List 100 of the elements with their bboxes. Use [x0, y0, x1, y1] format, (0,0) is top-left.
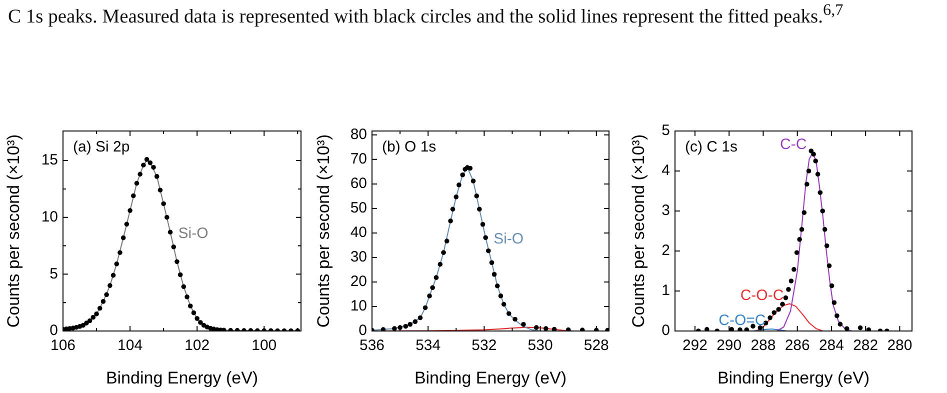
point — [460, 172, 465, 178]
point — [512, 316, 518, 322]
point — [418, 315, 423, 320]
point — [534, 325, 539, 330]
point — [829, 283, 834, 288]
point — [144, 157, 150, 162]
x-tick-label: 536 — [359, 337, 385, 354]
point — [818, 190, 823, 195]
point — [492, 272, 497, 277]
point — [494, 284, 500, 288]
point — [704, 327, 710, 331]
point — [521, 322, 526, 327]
point — [772, 310, 777, 315]
y-tick-label: 3 — [662, 202, 670, 220]
series-label: Si-O — [178, 225, 208, 242]
point — [552, 326, 557, 331]
point — [783, 295, 788, 300]
point — [738, 327, 742, 331]
point — [128, 208, 132, 213]
point — [768, 315, 772, 320]
point — [483, 235, 488, 240]
point — [178, 272, 183, 278]
y-tick-label: 10 — [350, 298, 367, 315]
y-tick-label: 5 — [662, 122, 670, 140]
x-tick-label: 280 — [887, 337, 912, 354]
point — [820, 208, 825, 214]
series-label: C-O=C — [718, 312, 766, 329]
x-axis-title: Binding Energy (eV) — [717, 368, 870, 388]
point — [477, 206, 482, 212]
annotation: (b) O 1s — [382, 138, 436, 156]
point — [788, 278, 794, 284]
point — [97, 306, 102, 311]
point — [80, 322, 86, 328]
point — [543, 326, 548, 331]
x-tick-label: 286 — [784, 337, 810, 354]
point — [794, 250, 800, 255]
point — [114, 262, 120, 266]
y-tick-label: 20 — [350, 273, 367, 290]
point — [198, 320, 203, 325]
point — [815, 172, 820, 177]
y-axis-title: Counts per second (×10³) — [314, 134, 333, 328]
point — [780, 302, 785, 307]
x-tick-label: 534 — [416, 337, 441, 354]
point — [838, 322, 843, 327]
point — [194, 316, 200, 321]
x-tick-label: 106 — [50, 337, 76, 354]
point — [470, 178, 476, 184]
point — [489, 260, 494, 266]
point — [90, 314, 96, 320]
point — [844, 326, 850, 331]
point — [168, 230, 173, 235]
series-label: C-O-C — [740, 286, 784, 304]
point — [124, 222, 130, 227]
point — [151, 164, 156, 170]
point — [380, 327, 386, 331]
y-axis-title: Counts per second (×10³) — [628, 134, 648, 328]
point — [148, 160, 153, 166]
point — [501, 302, 506, 307]
y-tick-label: 2 — [662, 242, 670, 260]
point — [438, 262, 443, 267]
series-label: C-C — [780, 136, 807, 153]
annotation: (a) Si 2p — [73, 138, 130, 156]
point — [811, 152, 816, 157]
point — [799, 227, 804, 232]
point — [450, 206, 456, 212]
point — [822, 227, 828, 232]
y-tick-label: 15 — [41, 152, 58, 169]
point — [792, 267, 796, 272]
x-tick-label: 282 — [853, 337, 878, 354]
point — [392, 326, 397, 331]
point — [104, 292, 109, 298]
point — [108, 283, 112, 288]
y-tick-label: 0 — [358, 322, 367, 340]
point — [430, 285, 435, 290]
point — [480, 222, 486, 227]
y-tick-label: 80 — [350, 126, 367, 144]
point — [422, 305, 428, 310]
y-tick-label: 1 — [662, 282, 670, 300]
y-tick-label: 40 — [350, 224, 367, 242]
y-tick-label: 10 — [41, 208, 58, 226]
point — [758, 325, 763, 330]
point — [412, 319, 418, 324]
y-tick-label: 30 — [350, 248, 367, 266]
y-tick-label: 60 — [350, 175, 367, 192]
x-tick-label: 528 — [584, 337, 609, 354]
point — [110, 272, 116, 278]
point — [444, 238, 450, 244]
point — [408, 322, 413, 327]
point — [808, 148, 814, 154]
point — [776, 307, 781, 312]
x-tick-label: 104 — [118, 337, 143, 354]
point — [161, 201, 166, 206]
point — [498, 294, 504, 298]
point — [506, 311, 512, 316]
point — [802, 210, 807, 215]
point — [813, 158, 818, 164]
y-tick-label: 50 — [350, 200, 367, 217]
x-tick-label: 100 — [252, 337, 277, 354]
point — [826, 263, 832, 268]
point — [858, 325, 863, 330]
